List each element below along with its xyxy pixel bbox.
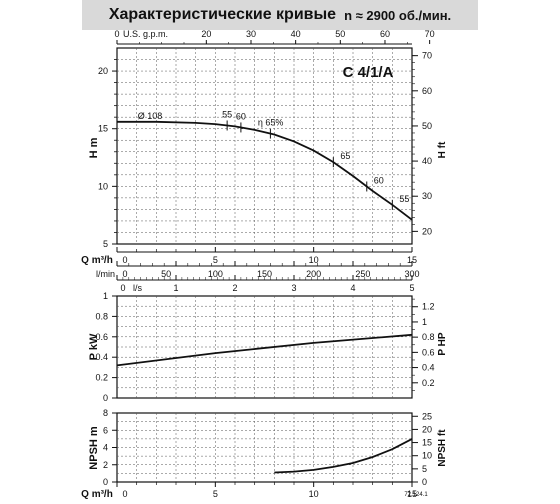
h-left-tick-label: 5 — [103, 239, 108, 249]
head-curve — [117, 120, 413, 221]
q-tick-label: 15 — [407, 255, 417, 265]
diameter-label: Ø 108 — [138, 111, 163, 121]
lmin-axis-label: l/min — [96, 269, 115, 279]
gpm-tick-label: 40 — [291, 29, 301, 39]
ls-axis-label: l/s — [133, 283, 143, 293]
q-tick-label: 5 — [213, 255, 218, 265]
ls-tick-label: 0 — [120, 283, 125, 293]
p-right-tick-label: 0.2 — [422, 378, 435, 388]
bottom-q-tick-label: 10 — [309, 489, 319, 499]
p-right-tick-label: 1 — [422, 317, 427, 327]
p-left-tick-label: 1 — [103, 291, 108, 301]
head-panel-frame — [116, 47, 413, 245]
ls-tick-label: 4 — [350, 283, 355, 293]
efficiency-label: 55 — [222, 109, 232, 119]
gpm-axis-label: U.S. g.p.m. — [123, 29, 168, 39]
n-right-tick-label: 5 — [422, 464, 427, 474]
model-label: C 4/1/A — [343, 64, 394, 81]
n-left-tick-label: 4 — [103, 443, 108, 453]
n-right-axis-label: NPSH ft — [437, 429, 448, 467]
gpm-tick-label: 70 — [425, 29, 435, 39]
figure-code: 72.124.1 — [404, 492, 428, 498]
h-left-tick-label: 15 — [98, 124, 108, 134]
h-left-tick-label: 20 — [98, 66, 108, 76]
lmin-tick-label: 50 — [161, 269, 171, 279]
lmin-tick-label: 300 — [404, 269, 419, 279]
n-left-tick-label: 8 — [103, 408, 108, 418]
npsh-curve — [274, 438, 413, 474]
speed-label: n ≈ 2900 об./мин. — [344, 7, 452, 23]
h-right-tick-label: 40 — [422, 156, 432, 166]
lmin-tick-label: 250 — [355, 269, 370, 279]
chart-header: Характеристические кривые n ≈ 2900 об./м… — [82, 0, 478, 30]
gpm-tick-label: 0 — [114, 29, 119, 39]
q-tick-label: 10 — [309, 255, 319, 265]
ls-tick-label: 2 — [232, 283, 237, 293]
p-left-tick-label: 0 — [103, 393, 108, 403]
p-right-tick-label: 0.8 — [422, 332, 435, 342]
lmin-tick-label: 200 — [306, 269, 321, 279]
lmin-tick-label: 0 — [122, 269, 127, 279]
h-right-tick-label: 50 — [422, 121, 432, 131]
n-left-tick-label: 6 — [103, 425, 108, 435]
gpm-tick-label: 30 — [246, 29, 256, 39]
p-left-axis-label: P kW — [88, 333, 100, 360]
efficiency-label: 60 — [236, 111, 246, 121]
bottom-q-tick-label: 0 — [122, 489, 127, 499]
h-right-tick-label: 30 — [422, 191, 432, 201]
h-right-axis-label: H ft — [437, 141, 448, 158]
efficiency-label: 65 — [340, 151, 350, 161]
efficiency-label: 65% — [265, 118, 283, 128]
bottom-q-tick-label: 5 — [213, 489, 218, 499]
bottom-q-tick-label: 15 — [407, 489, 417, 499]
h-right-tick-label: 60 — [422, 86, 432, 96]
ls-tick-label: 1 — [173, 283, 178, 293]
ls-tick-label: 3 — [291, 283, 296, 293]
h-left-axis-label: H m — [88, 137, 100, 158]
gpm-tick-label: 20 — [201, 29, 211, 39]
power-curve — [116, 333, 413, 367]
efficiency-label: 60 — [374, 175, 384, 185]
p-left-tick-label: 0.6 — [95, 332, 108, 342]
h-left-tick-label: 10 — [98, 181, 108, 191]
n-right-tick-label: 15 — [422, 438, 432, 448]
p-right-tick-label: 1.2 — [422, 302, 435, 312]
ls-tick-label: 5 — [409, 283, 414, 293]
p-left-tick-label: 0.2 — [95, 373, 108, 383]
h-right-tick-label: 20 — [422, 226, 432, 236]
n-right-tick-label: 0 — [422, 477, 427, 487]
lmin-tick-label: 150 — [257, 269, 272, 279]
n-right-tick-label: 20 — [422, 424, 432, 434]
n-right-tick-label: 25 — [422, 411, 432, 421]
efficiency-symbol: η — [258, 118, 263, 128]
chart-title: Характеристические кривые — [108, 6, 337, 23]
h-right-tick-label: 70 — [422, 51, 432, 61]
lmin-tick-label: 100 — [208, 269, 223, 279]
n-left-axis-label: NPSH m — [88, 426, 100, 470]
bottom-q-axis-label: Q m³/h — [81, 489, 113, 500]
n-left-tick-label: 0 — [103, 477, 108, 487]
gpm-tick-label: 60 — [380, 29, 390, 39]
p-right-axis-label: P HP — [437, 332, 448, 355]
n-right-tick-label: 10 — [422, 451, 432, 461]
p-left-tick-label: 0.4 — [95, 352, 108, 362]
p-right-tick-label: 0.6 — [422, 347, 435, 357]
gpm-tick-label: 50 — [335, 29, 345, 39]
p-left-tick-label: 0.8 — [95, 311, 108, 321]
efficiency-label: 55 — [399, 194, 409, 204]
q-axis-label: Q m³/h — [81, 255, 113, 266]
n-left-tick-label: 2 — [103, 460, 108, 470]
q-tick-label: 0 — [122, 255, 127, 265]
p-right-tick-label: 0.4 — [422, 363, 435, 373]
